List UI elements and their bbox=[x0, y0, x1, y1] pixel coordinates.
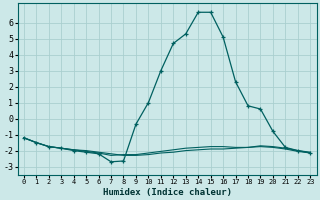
X-axis label: Humidex (Indice chaleur): Humidex (Indice chaleur) bbox=[103, 188, 232, 197]
